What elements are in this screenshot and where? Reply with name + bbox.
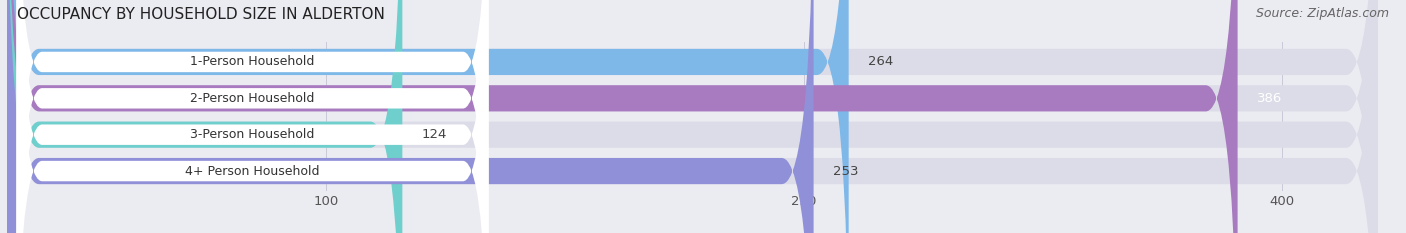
FancyBboxPatch shape	[17, 0, 488, 233]
Text: 3-Person Household: 3-Person Household	[190, 128, 315, 141]
Text: OCCUPANCY BY HOUSEHOLD SIZE IN ALDERTON: OCCUPANCY BY HOUSEHOLD SIZE IN ALDERTON	[17, 7, 385, 22]
FancyBboxPatch shape	[17, 0, 488, 233]
FancyBboxPatch shape	[7, 0, 1378, 233]
Text: 253: 253	[832, 164, 858, 178]
Text: Source: ZipAtlas.com: Source: ZipAtlas.com	[1256, 7, 1389, 20]
Text: 2-Person Household: 2-Person Household	[190, 92, 315, 105]
FancyBboxPatch shape	[17, 0, 488, 233]
FancyBboxPatch shape	[7, 0, 1378, 233]
FancyBboxPatch shape	[7, 0, 814, 233]
FancyBboxPatch shape	[7, 0, 1237, 233]
FancyBboxPatch shape	[7, 0, 849, 233]
Text: 264: 264	[868, 55, 893, 69]
FancyBboxPatch shape	[17, 0, 488, 233]
FancyBboxPatch shape	[7, 0, 402, 233]
Text: 4+ Person Household: 4+ Person Household	[186, 164, 319, 178]
FancyBboxPatch shape	[7, 0, 1378, 233]
Text: 386: 386	[1257, 92, 1282, 105]
Text: 1-Person Household: 1-Person Household	[190, 55, 315, 69]
FancyBboxPatch shape	[7, 0, 1378, 233]
Text: 124: 124	[422, 128, 447, 141]
